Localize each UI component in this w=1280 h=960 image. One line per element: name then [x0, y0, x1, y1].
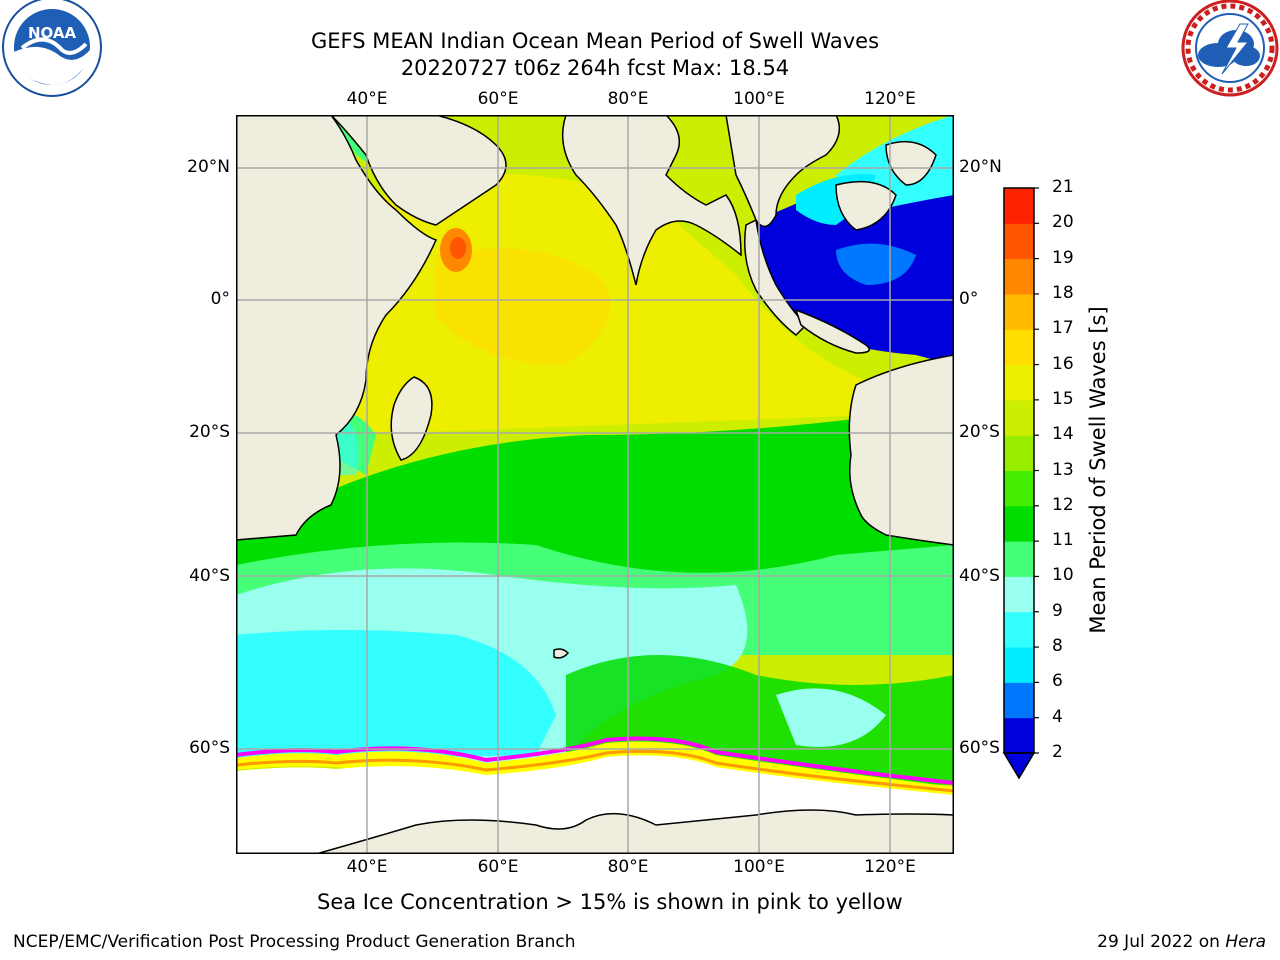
lon-tick-bottom: 60°E	[477, 857, 519, 877]
colorbar-segment	[1004, 576, 1034, 613]
colorbar-tick-label: 2	[1052, 742, 1063, 762]
lon-tick-bottom: 120°E	[864, 857, 916, 877]
map-subtitle: 20220727 t06z 264h fcst Max: 18.54	[400, 56, 790, 80]
sea-ice-caption: Sea Ice Concentration > 15% is shown in …	[317, 890, 903, 914]
lat-tick-right: 40°S	[959, 566, 1000, 586]
colorbar-tick-label: 16	[1052, 353, 1074, 374]
colorbar-segment	[1004, 188, 1034, 224]
footer-credit: NCEP/EMC/Verification Post Processing Pr…	[13, 932, 576, 952]
swell-period-map	[236, 115, 954, 854]
colorbar-label: Mean Period of Swell Waves [s]	[1086, 306, 1110, 634]
colorbar-tick-label: 18	[1052, 282, 1074, 303]
lon-tick-top: 80°E	[607, 89, 649, 109]
lon-tick-bottom: 100°E	[733, 857, 785, 877]
noaa-bird-icon: NOAA	[2, 0, 102, 97]
colorbar-segment	[1004, 647, 1034, 683]
madagascar-land	[390, 376, 433, 461]
map-frame	[236, 115, 954, 854]
lon-tick-top: 60°E	[477, 89, 519, 109]
lat-tick-right: 20°S	[959, 422, 1000, 442]
colorbar-tick-label: 13	[1052, 459, 1074, 480]
colorbar-tick-label: 15	[1052, 388, 1074, 409]
lat-tick-right: 20°N	[959, 157, 1002, 177]
colorbar-segment	[1004, 329, 1034, 366]
colorbar-segment	[1004, 717, 1034, 754]
india-land	[561, 115, 742, 286]
colorbar-tick-label: 17	[1052, 318, 1074, 339]
colorbar-segment	[1004, 293, 1034, 330]
noaa-logo-text: NOAA	[28, 24, 77, 42]
colorbar-segment	[1004, 611, 1034, 648]
colorbar-segment	[1004, 470, 1034, 507]
colorbar-segment	[1004, 505, 1034, 542]
colorbar	[1002, 187, 1039, 780]
colorbar-segment	[1004, 682, 1034, 719]
lat-tick-left: 20°N	[187, 157, 230, 177]
colorbar-segment	[1004, 223, 1034, 260]
lat-tick-left: 0°	[210, 289, 230, 309]
lon-tick-bottom: 40°E	[346, 857, 388, 877]
colorbar-tick-label: 19	[1052, 247, 1074, 268]
map-gridlines	[236, 115, 954, 854]
colorbar-tick-label: 12	[1052, 494, 1074, 515]
colorbar-tick-label: 6	[1052, 671, 1063, 692]
colorbar-segment	[1004, 364, 1034, 401]
colorbar-tick-label: 10	[1052, 565, 1074, 586]
nws-lightning-cloud-icon	[1181, 0, 1279, 97]
map-title: GEFS MEAN Indian Ocean Mean Period of Sw…	[310, 29, 880, 53]
lat-tick-right: 0°	[959, 289, 979, 309]
lon-tick-top: 40°E	[346, 89, 388, 109]
footer-host: Hera	[1225, 932, 1266, 952]
colorbar-segment	[1004, 258, 1034, 295]
colorbar-segment	[1004, 541, 1034, 577]
colorbar-tick-label: 4	[1052, 706, 1063, 727]
lon-tick-top: 100°E	[733, 89, 785, 109]
colorbar-segment	[1004, 399, 1034, 436]
colorbar-extend-min	[1002, 752, 1036, 780]
lat-tick-left: 20°S	[189, 422, 230, 442]
colorbar-tick-label: 21	[1052, 177, 1074, 197]
colorbar-tick-label: 9	[1052, 600, 1063, 621]
colorbar-tick-label: 14	[1052, 424, 1074, 445]
colorbar-tick-label: 11	[1052, 530, 1074, 551]
lat-tick-left: 60°S	[189, 738, 230, 758]
colorbar-tick-label: 20	[1052, 212, 1074, 233]
antarctica-land	[315, 809, 954, 854]
footer-date: 29 Jul 2022 on Hera	[1097, 932, 1266, 952]
colorbar-segment	[1004, 435, 1034, 471]
lat-tick-right: 60°S	[959, 738, 1000, 758]
se-asia-land	[725, 115, 841, 228]
colorbar-tick-label: 8	[1052, 636, 1063, 657]
lat-tick-left: 40°S	[189, 566, 230, 586]
australia-land	[848, 354, 954, 546]
lon-tick-bottom: 80°E	[607, 857, 649, 877]
arabia-land	[329, 115, 507, 226]
lon-tick-top: 120°E	[864, 89, 916, 109]
